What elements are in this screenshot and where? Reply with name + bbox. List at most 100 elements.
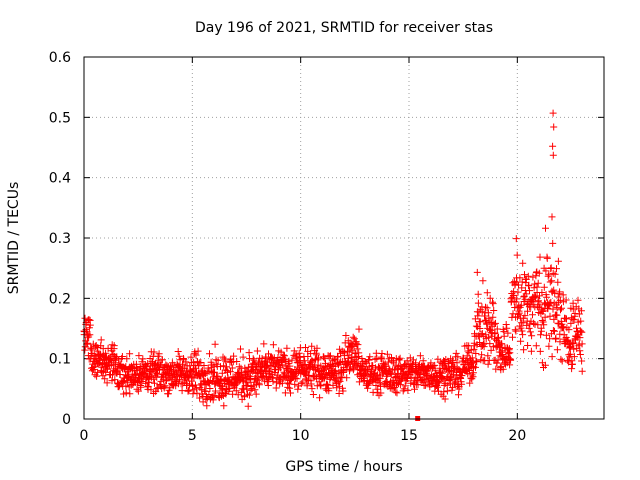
data-point — [489, 298, 496, 306]
data-point — [570, 339, 578, 347]
data-point — [86, 331, 94, 339]
data-point — [239, 353, 247, 361]
data-point — [336, 377, 344, 385]
data-point — [84, 339, 92, 347]
data-point — [365, 356, 373, 364]
data-point — [476, 339, 484, 346]
data-point — [500, 332, 508, 340]
data-point — [201, 370, 209, 378]
data-point — [287, 389, 294, 397]
data-point — [485, 333, 493, 341]
data-point — [189, 382, 197, 390]
data-point — [102, 349, 110, 357]
x-tick-label: 0 — [80, 428, 89, 444]
data-point — [550, 315, 558, 323]
data-point — [241, 392, 248, 400]
data-point — [546, 312, 554, 320]
data-point — [395, 356, 403, 364]
x-tick-label: 5 — [188, 428, 197, 444]
data-point — [187, 353, 195, 361]
data-point — [551, 327, 558, 335]
data-point — [161, 382, 169, 390]
data-point — [206, 350, 213, 358]
data-point — [376, 375, 384, 383]
data-point — [137, 383, 145, 391]
data-point — [411, 385, 418, 393]
data-point — [476, 318, 484, 326]
y-axis-label: SRMTID / TECUs — [6, 182, 22, 295]
data-point — [489, 300, 497, 308]
data-point — [577, 307, 585, 315]
data-point — [237, 345, 244, 353]
data-point — [493, 325, 501, 333]
x-tick-label: 10 — [292, 428, 310, 444]
data-point — [113, 367, 121, 375]
data-point — [513, 295, 521, 303]
data-point — [520, 346, 528, 354]
data-point — [396, 381, 404, 389]
data-point — [525, 281, 533, 289]
data-point — [529, 273, 537, 281]
data-point — [110, 342, 118, 350]
data-point — [139, 355, 147, 363]
data-point — [393, 389, 401, 397]
data-point — [383, 350, 391, 358]
data-point — [549, 305, 557, 313]
data-point — [276, 364, 284, 372]
data-point — [550, 286, 558, 294]
data-point — [251, 386, 259, 394]
data-point — [307, 358, 314, 366]
y-tick-label: 0.2 — [49, 291, 71, 307]
data-point — [526, 328, 534, 336]
data-point — [566, 350, 574, 358]
data-point — [553, 346, 561, 354]
data-point — [220, 362, 228, 370]
y-tick-label: 0 — [62, 412, 71, 428]
data-point — [452, 349, 460, 357]
data-point — [355, 349, 363, 357]
data-point — [229, 390, 237, 398]
data-point — [155, 350, 163, 358]
data-point — [97, 351, 105, 359]
data-point — [220, 402, 228, 410]
data-point — [543, 254, 551, 262]
data-point — [490, 320, 498, 328]
data-point — [466, 379, 474, 387]
data-point — [146, 372, 154, 380]
data-point — [150, 348, 158, 356]
data-point — [547, 264, 555, 272]
data-point — [541, 361, 549, 369]
data-point — [530, 284, 538, 292]
data-point — [193, 389, 201, 397]
data-point — [419, 357, 427, 365]
data-point — [549, 142, 557, 150]
data-point — [290, 347, 298, 355]
data-point — [295, 349, 303, 357]
data-point — [334, 353, 342, 361]
data-point — [511, 326, 519, 334]
data-point — [553, 311, 561, 319]
data-point — [493, 359, 501, 367]
data-point — [573, 324, 580, 332]
data-point — [227, 368, 234, 376]
data-point — [341, 349, 349, 357]
data-point — [350, 335, 358, 343]
data-point — [473, 358, 481, 366]
data-point — [230, 352, 238, 360]
data-point — [286, 362, 294, 370]
data-point — [89, 366, 97, 373]
data-point — [578, 328, 586, 336]
data-point — [517, 301, 525, 309]
data-point — [364, 384, 372, 392]
data-point — [527, 347, 535, 355]
data-point — [478, 308, 486, 316]
data-point — [474, 312, 482, 320]
data-point — [301, 357, 309, 365]
data-point — [576, 351, 584, 358]
data-point — [486, 294, 494, 302]
data-point — [524, 272, 532, 280]
data-point — [524, 307, 531, 315]
data-point — [164, 390, 172, 398]
data-point — [489, 313, 497, 321]
data-point — [514, 310, 522, 318]
